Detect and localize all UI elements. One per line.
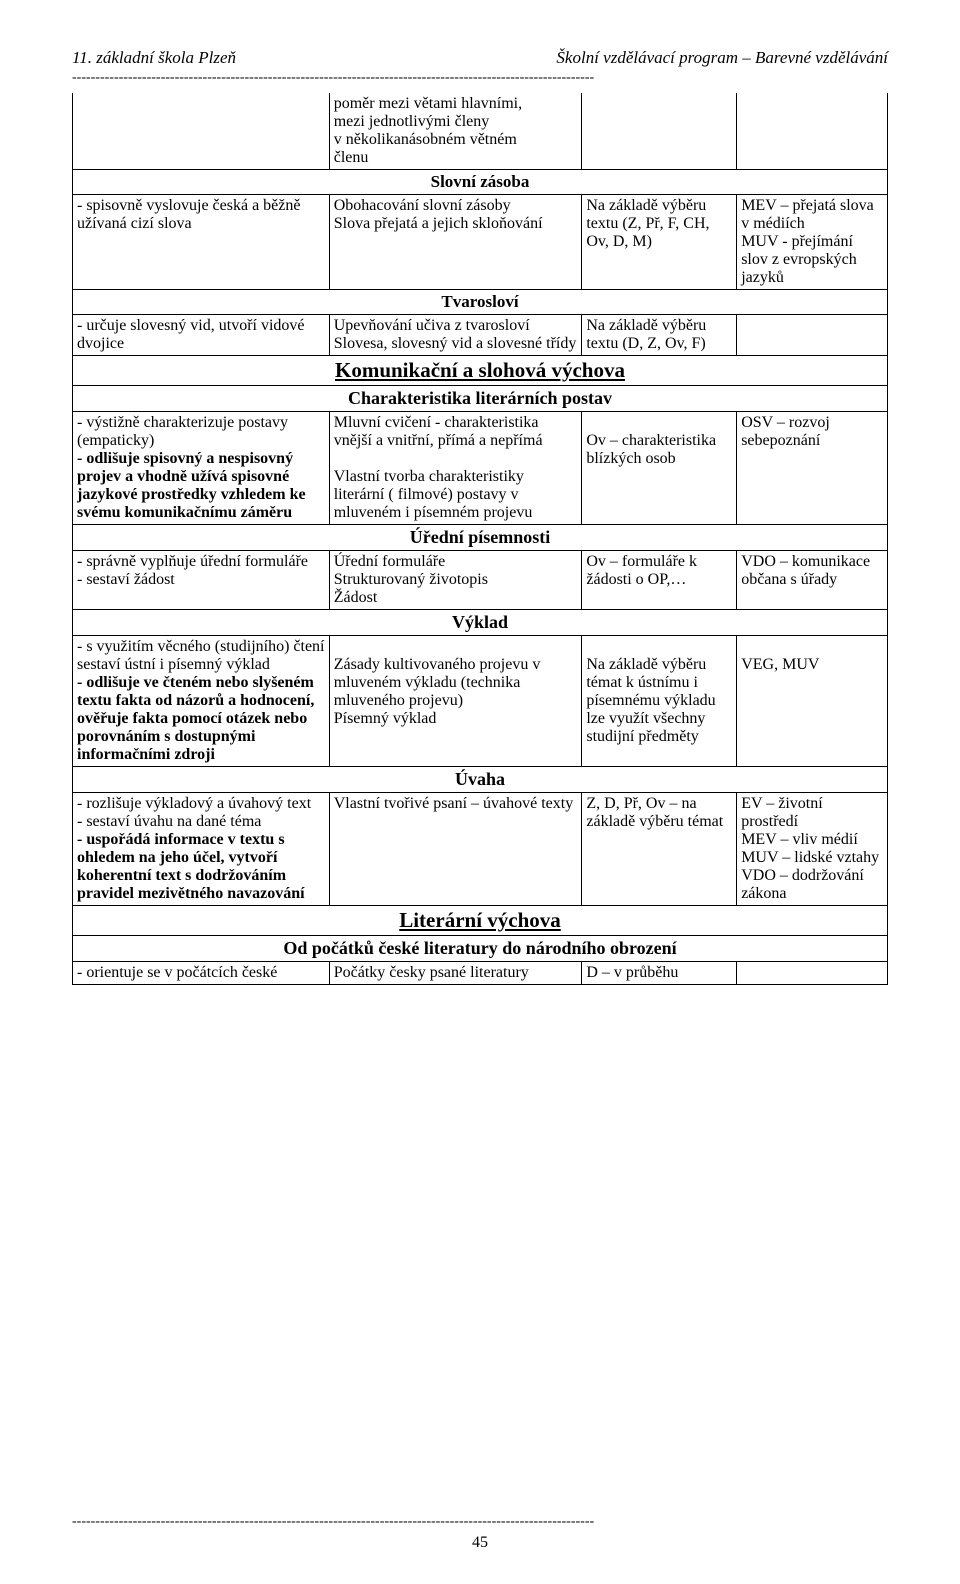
band-vyklad: Výklad (73, 610, 888, 636)
band-odpocatku-label: Od počátků české literatury do národního… (73, 936, 888, 962)
band-slovni-zasoba: Slovní zásoba (73, 170, 888, 195)
cell-vy-c3: Na základě výběru témat k ústnímu i píse… (582, 636, 737, 767)
row-slovni: - spisovně vyslovuje česká a běžně užíva… (73, 195, 888, 290)
band-odpocatku: Od počátků české literatury do národního… (73, 936, 888, 962)
band-tvaroslovi: Tvarosloví (73, 290, 888, 315)
cell-ur-c3: Ov – formuláře k žádosti o OP,… (582, 551, 737, 610)
cell-ch-c1-line1: - výstižně charakterizuje postavy (empat… (77, 414, 288, 449)
empty3 (737, 93, 888, 170)
cell-vy-c4: VEG, MUV (737, 636, 888, 767)
band-uredni-label: Úřední písemnosti (73, 525, 888, 551)
cell-uv-c4: EV – životní prostředí MEV – vliv médií … (737, 793, 888, 906)
cell-ur-c4: VDO – komunikace občana s úřady (737, 551, 888, 610)
cell-lit-c2: Počátky česky psané literatury (329, 962, 582, 985)
cell-sz-c4b: MEV – přejatá slova v médiích MUV - přej… (737, 195, 888, 290)
cell-ch-c1: - výstižně charakterizuje postavy (empat… (73, 412, 330, 525)
cell-tv-c4 (737, 315, 888, 356)
cell-vy-c1-line1: - s využitím věcného (studijního) čtení … (77, 638, 325, 673)
cell-ch-c2: Mluvní cvičení - charakteristika vnější … (329, 412, 582, 525)
cell-vy-c1-line2: - odlišuje ve čteném nebo slyšeném textu… (77, 674, 314, 763)
band-charakteristika: Charakteristika literárních postav (73, 386, 888, 412)
band-slovni-label: Slovní zásoba (73, 170, 888, 195)
header-left: 11. základní škola Plzeň (72, 48, 236, 68)
cell-tv-c3: Na základě výběru textu (D, Z, Ov, F) (582, 315, 737, 356)
cell-ur-c1: - správně vyplňuje úřední formuláře - se… (73, 551, 330, 610)
band-vyklad-label: Výklad (73, 610, 888, 636)
cell-uv-c3: Z, D, Př, Ov – na základě výběru témat (582, 793, 737, 906)
cell-uv-c2: Vlastní tvořivé psaní – úvahové texty (329, 793, 582, 906)
row-uvaha: - rozlišuje výkladový a úvahový text - s… (73, 793, 888, 906)
cell-ch-c4: OSV – rozvoj sebepoznání (737, 412, 888, 525)
band-uvaha-label: Úvaha (73, 767, 888, 793)
cell-tv-c1: - určuje slovesný vid, utvoří vidové dvo… (73, 315, 330, 356)
row-intro2: poměr mezi větami hlavními, mezi jednotl… (73, 93, 888, 170)
cell-lit-c4 (737, 962, 888, 985)
cell-vy-c2: Zásady kultivovaného projevu v mluveném … (329, 636, 582, 767)
row-charakt: - výstižně charakterizuje postavy (empat… (73, 412, 888, 525)
cell-lit-c1: - orientuje se v počátcích české (73, 962, 330, 985)
header-dashes: ----------------------------------------… (72, 70, 888, 86)
cell-ch-c3: Ov – charakteristika blízkých osob (582, 412, 737, 525)
curriculum-table-main: poměr mezi větami hlavními, mezi jednotl… (72, 93, 888, 985)
cell-sz-c1b: - spisovně vyslovuje česká a běžně užíva… (73, 195, 330, 290)
row-uredni: - správně vyplňuje úřední formuláře - se… (73, 551, 888, 610)
footer: ----------------------------------------… (72, 1514, 888, 1552)
band-uredni: Úřední písemnosti (73, 525, 888, 551)
cell-uv-c1-line2: - uspořádá informace v textu s ohledem n… (77, 831, 305, 902)
band-charakteristika-label: Charakteristika literárních postav (73, 386, 888, 412)
band-uvaha: Úvaha (73, 767, 888, 793)
row-vyklad: - s využitím věcného (studijního) čtení … (73, 636, 888, 767)
page-number: 45 (72, 1534, 888, 1552)
row-literatura: - orientuje se v počátcích české Počátky… (73, 962, 888, 985)
cell-lit-c3: D – v průběhu (582, 962, 737, 985)
row-tvaroslovi: - určuje slovesný vid, utvoří vidové dvo… (73, 315, 888, 356)
cell-ch-c1-line2: - odlišuje spisovný a nespisovný projev … (77, 450, 306, 521)
cell-sz-c3b: Na základě výběru textu (Z, Př, F, CH, O… (582, 195, 737, 290)
cell-uv-c1-line1: - rozlišuje výkladový a úvahový text - s… (77, 795, 311, 830)
cell-intro-c2b: poměr mezi větami hlavními, mezi jednotl… (329, 93, 582, 170)
cell-ur-c2: Úřední formuláře Strukturovaný životopis… (329, 551, 582, 610)
cell-uv-c1: - rozlišuje výkladový a úvahový text - s… (73, 793, 330, 906)
cell-sz-c2: Obohacování slovní zásoby Slova přejatá … (329, 195, 582, 290)
header-right: Školní vzdělávací program – Barevné vzdě… (556, 48, 888, 68)
footer-dashes: ----------------------------------------… (72, 1514, 888, 1530)
cell-vy-c1: - s využitím věcného (studijního) čtení … (73, 636, 330, 767)
empty2 (582, 93, 737, 170)
band-literarni: Literární výchova (73, 906, 888, 936)
band-komunikacni: Komunikační a slohová výchova (73, 356, 888, 386)
band-tvaroslovi-label: Tvarosloví (73, 290, 888, 315)
band-literarni-label: Literární výchova (73, 906, 888, 936)
band-komunikacni-label: Komunikační a slohová výchova (73, 356, 888, 386)
empty (73, 93, 330, 170)
cell-tv-c2: Upevňování učiva z tvarosloví Slovesa, s… (329, 315, 582, 356)
